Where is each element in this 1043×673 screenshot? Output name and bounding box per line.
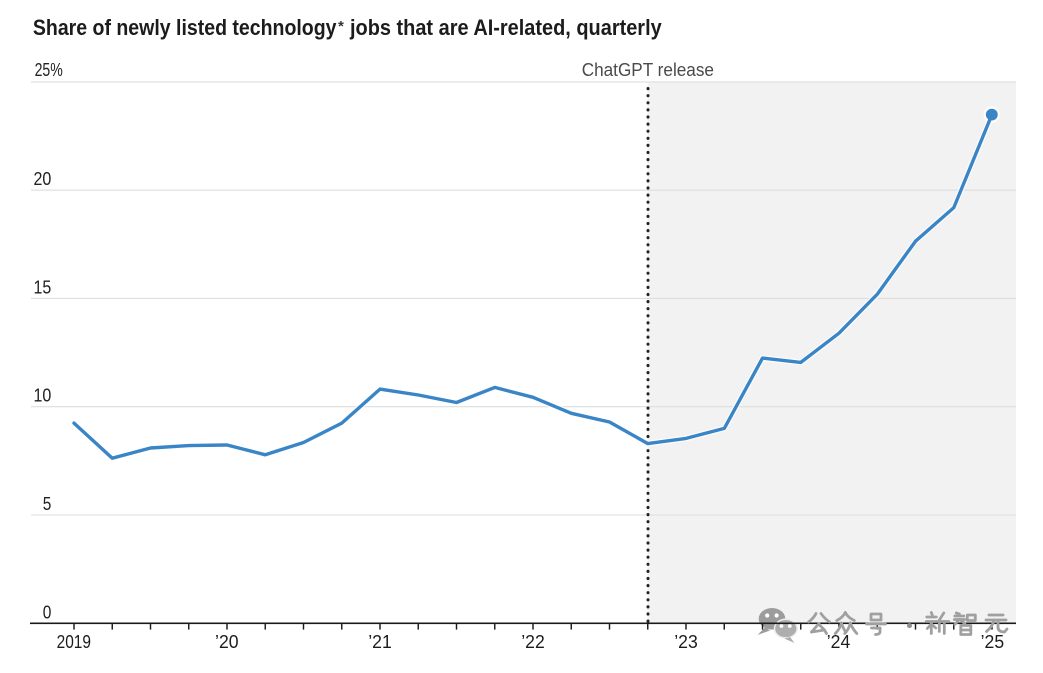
svg-text:15: 15 [34,277,52,297]
svg-text:’25: ’25 [981,632,1005,652]
svg-text:’23: ’23 [674,632,698,652]
svg-text:20: 20 [34,169,52,189]
svg-text:0: 0 [43,603,52,623]
svg-text:Share of newly listed technolo: Share of newly listed technology [33,15,337,40]
svg-text:*: * [338,18,344,35]
svg-text:2019: 2019 [57,632,91,652]
svg-text:10: 10 [34,386,52,406]
svg-text:5: 5 [43,494,52,514]
svg-text:ChatGPT release: ChatGPT release [582,60,714,80]
svg-text:’20: ’20 [215,632,239,652]
svg-text:’22: ’22 [521,632,545,652]
svg-text:25%: 25% [35,60,63,80]
svg-text:’21: ’21 [368,632,392,652]
svg-text:’24: ’24 [827,632,851,652]
svg-text:jobs that are AI-related, quar: jobs that are AI-related, quarterly [349,15,662,40]
